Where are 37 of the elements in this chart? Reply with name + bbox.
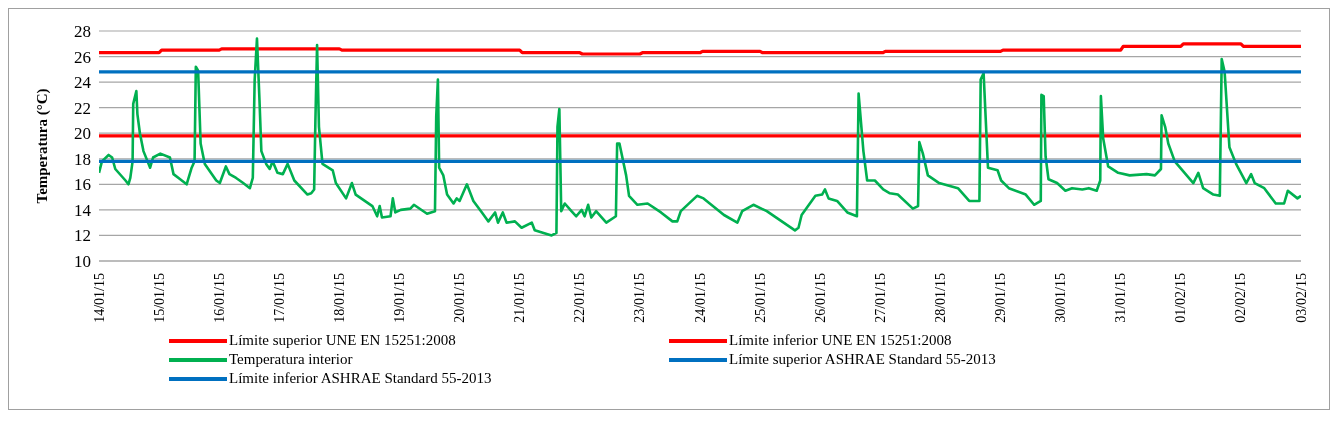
x-tick-label: 03/02/15 [1293, 273, 1309, 323]
x-tick-label: 31/01/15 [1113, 273, 1129, 323]
x-tick-label: 19/01/15 [392, 273, 407, 323]
x-tick-label: 01/02/15 [1173, 273, 1189, 323]
legend-label: Límite superior UNE EN 15251:2008 [229, 331, 456, 350]
legend-label: Temperatura interior [229, 350, 353, 369]
legend-label: Límite inferior UNE EN 15251:2008 [729, 331, 952, 350]
x-tick-label: 25/01/15 [752, 273, 768, 323]
y-tick-label: 22 [74, 98, 91, 118]
x-tick-label: 27/01/15 [872, 273, 888, 323]
x-tick-label: 17/01/15 [271, 273, 287, 323]
x-tick-label: 30/01/15 [1053, 273, 1069, 323]
y-tick-label: 26 [74, 47, 91, 67]
x-tick-label: 16/01/15 [211, 273, 227, 323]
x-tick-label: 14/01/15 [91, 273, 107, 323]
y-tick-label: 24 [74, 73, 92, 93]
x-tick-label: 28/01/15 [932, 273, 948, 323]
y-tick-label: 12 [74, 226, 91, 246]
y-tick-label: 20 [74, 124, 91, 144]
y-tick-label: 18 [74, 149, 91, 169]
x-tick-label: 02/02/15 [1233, 273, 1249, 323]
legend-label: Límite superior ASHRAE Standard 55-2013 [729, 350, 996, 369]
y-tick-label: 28 [74, 22, 91, 42]
y-axis-title: Temperatura (°C) [34, 88, 51, 204]
x-tick-label: 29/01/15 [993, 273, 1008, 323]
x-tick-label: 15/01/15 [151, 273, 167, 323]
x-tick-label: 21/01/15 [512, 273, 528, 323]
x-tick-label: 23/01/15 [632, 273, 648, 323]
y-tick-label: 14 [74, 200, 92, 220]
legend-label: Límite inferior ASHRAE Standard 55-2013 [229, 369, 492, 388]
x-tick-label: 24/01/15 [692, 273, 708, 323]
x-tick-label: 18/01/15 [331, 273, 347, 323]
x-tick-label: 22/01/15 [572, 273, 588, 323]
x-tick-label: 20/01/15 [452, 273, 468, 323]
x-tick-label: 26/01/15 [812, 273, 828, 323]
y-tick-label: 10 [74, 252, 91, 272]
y-tick-label: 16 [74, 175, 91, 195]
